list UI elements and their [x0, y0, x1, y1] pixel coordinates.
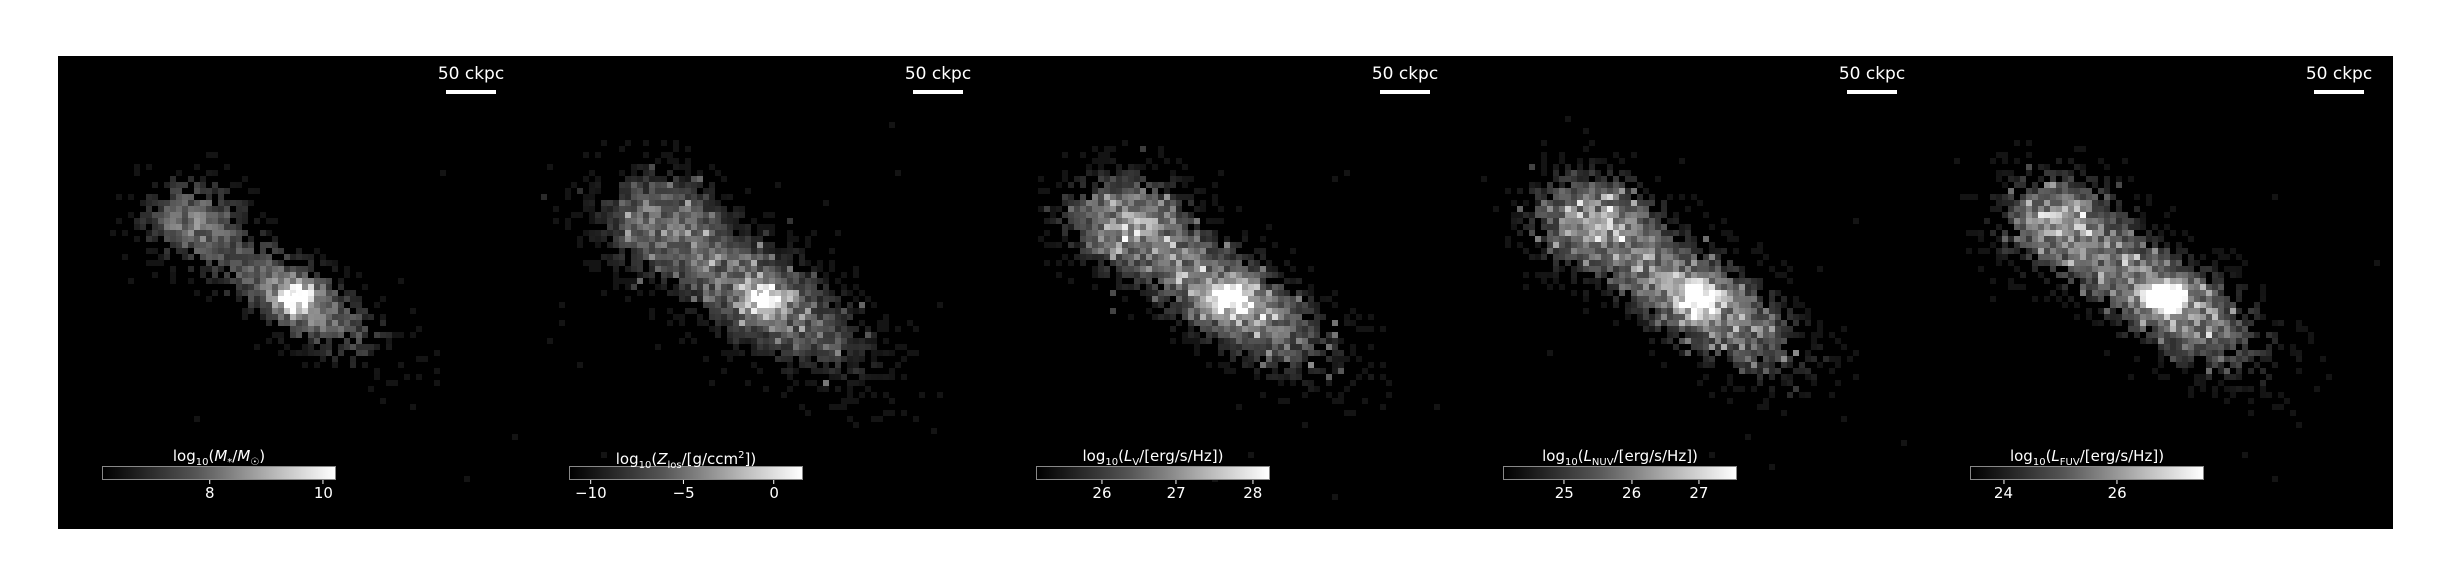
tick-mark — [1252, 480, 1254, 484]
scale-bar: 50 ckpc — [431, 64, 511, 94]
tick-label: 27 — [1689, 484, 1709, 502]
colorbar-label: log10(M*/M☉) — [172, 447, 266, 468]
colorbar-ticks: 8 10 — [102, 480, 336, 502]
tick-mark — [590, 480, 592, 484]
tick-mark — [2116, 480, 2118, 484]
colorbar-tick: 26 — [2108, 480, 2127, 502]
tick-label: −5 — [672, 484, 695, 502]
map-panel-4: 50 ckpc log10(LNUV/[erg/s/Hz]) 25 26 27 — [1459, 56, 1926, 529]
colorbar-tick: −10 — [575, 480, 607, 502]
scale-bar-line — [913, 90, 963, 94]
tick-mark — [1101, 480, 1103, 484]
scale-bar-label: 50 ckpc — [437, 64, 505, 84]
scale-bar-label: 50 ckpc — [1838, 64, 1906, 84]
colorbar-ticks: −10 −5 0 — [569, 480, 803, 502]
scale-bar-line — [2314, 90, 2364, 94]
galaxy-map-image — [1481, 116, 1907, 470]
colorbar-label: log10(LFUV/[erg/s/Hz]) — [2009, 447, 2165, 468]
colorbar-tick: 24 — [1994, 480, 2013, 502]
colorbar-tick: 10 — [314, 480, 333, 502]
tick-label: 26 — [2107, 484, 2127, 502]
colorbar-label: log10(Zlos/[g/ccm2]) — [615, 450, 757, 471]
tick-mark — [1698, 480, 1700, 484]
tick-mark — [1563, 480, 1565, 484]
scale-bar-label: 50 ckpc — [1371, 64, 1439, 84]
colorbar-tick: 25 — [1555, 480, 1574, 502]
scale-bar-line — [1380, 90, 1430, 94]
tick-mark — [2002, 480, 2004, 484]
scale-bar-line — [1847, 90, 1897, 94]
tick-label: 26 — [1092, 484, 1112, 502]
map-panel-3: 50 ckpc log10(LV/[erg/s/Hz]) 26 27 28 — [992, 56, 1459, 529]
scale-bar: 50 ckpc — [1365, 64, 1445, 94]
tick-label: 8 — [204, 484, 215, 502]
tick-label: 0 — [769, 484, 779, 502]
colorbar: log10(LNUV/[erg/s/Hz]) 25 26 27 — [1503, 446, 1737, 502]
scale-bar-label: 50 ckpc — [2305, 64, 2373, 84]
scale-bar: 50 ckpc — [898, 64, 978, 94]
colorbar-tick: 26 — [1092, 480, 1112, 502]
colorbar: log10(Zlos/[g/ccm2]) −10 −5 0 — [569, 446, 803, 502]
tick-label: 26 — [1622, 484, 1642, 502]
tick-label: 10 — [313, 484, 333, 502]
map-panel-1: 50 ckpc log10(M*/M☉) 8 10 — [58, 56, 525, 529]
colorbar-tick: 8 — [204, 480, 215, 502]
tick-label: 25 — [1554, 484, 1574, 502]
colorbar-gradient — [1970, 466, 2204, 480]
colorbar-tick: 27 — [1167, 480, 1186, 502]
galaxy-map-image — [541, 122, 943, 458]
galaxy-map-image — [1038, 140, 1440, 500]
colorbar: log10(LFUV/[erg/s/Hz]) 24 26 — [1970, 446, 2204, 502]
tick-mark — [322, 480, 324, 484]
colorbar-tick: 27 — [1689, 480, 1708, 502]
tick-mark — [1175, 480, 1177, 484]
colorbar-gradient — [1036, 466, 1270, 480]
scale-bar: 50 ckpc — [1832, 64, 1912, 94]
galaxy-map-image — [1954, 140, 2380, 482]
colorbar-tick: 28 — [1243, 480, 1262, 502]
colorbar-label: log10(LNUV/[erg/s/Hz]) — [1542, 447, 1698, 468]
map-panel-5: 50 ckpc log10(LFUV/[erg/s/Hz]) 24 26 — [1926, 56, 2393, 529]
colorbar-tick: 0 — [769, 480, 779, 502]
galaxy-map-image — [110, 152, 518, 482]
scale-bar-label: 50 ckpc — [904, 64, 972, 84]
colorbar-gradient — [1503, 466, 1737, 480]
tick-mark — [209, 480, 211, 484]
colorbar: log10(LV/[erg/s/Hz]) 26 27 28 — [1036, 446, 1270, 502]
colorbar-ticks: 26 27 28 — [1036, 480, 1270, 502]
tick-mark — [1631, 480, 1633, 484]
tick-label: 27 — [1166, 484, 1186, 502]
colorbar-gradient — [102, 466, 336, 480]
colorbar: log10(M*/M☉) 8 10 — [102, 446, 336, 502]
tick-mark — [773, 480, 775, 484]
colorbar-label: log10(LV/[erg/s/Hz]) — [1082, 447, 1224, 468]
colorbar-ticks: 24 26 — [1970, 480, 2204, 502]
colorbar-gradient — [569, 466, 803, 480]
colorbar-tick: 26 — [1622, 480, 1641, 502]
tick-label: 24 — [1993, 484, 2014, 502]
tick-label: −10 — [575, 484, 607, 502]
colorbar-tick: −5 — [673, 480, 695, 502]
scale-bar: 50 ckpc — [2299, 64, 2379, 94]
map-panel-2: 50 ckpc log10(Zlos/[g/ccm2]) −10 −5 0 — [525, 56, 992, 529]
scale-bar-line — [446, 90, 496, 94]
tick-label: 28 — [1243, 484, 1263, 502]
tick-mark — [683, 480, 685, 484]
colorbar-ticks: 25 26 27 — [1503, 480, 1737, 502]
galaxy-projection-figure: 50 ckpc log10(M*/M☉) 8 10 50 ckpc log10(Zlos/… — [58, 56, 2393, 529]
